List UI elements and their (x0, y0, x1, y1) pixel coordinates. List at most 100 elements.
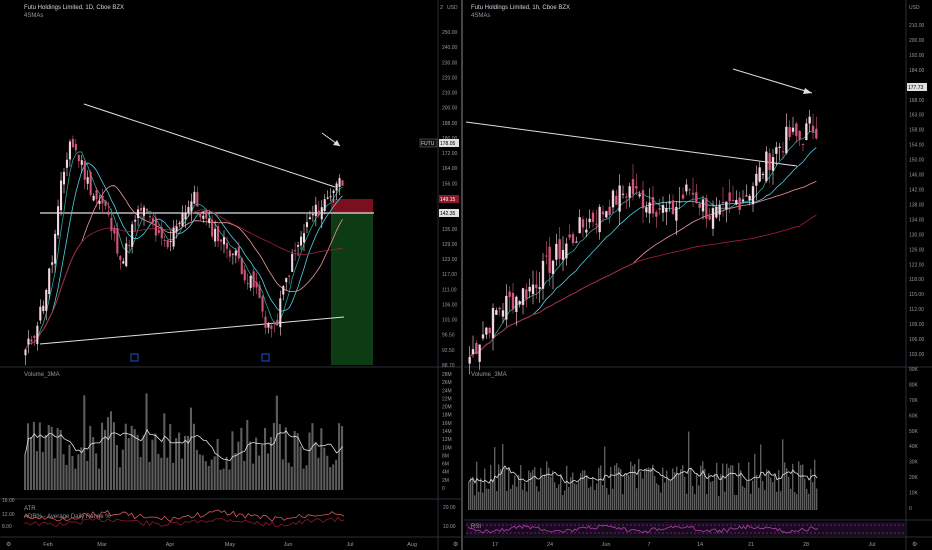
candle-body (548, 246, 551, 273)
left-volume-axis[interactable]: 28M 26M 24M 22M 20M 18M 16M 14M 12M 10M 8M 6M 4M 2M 0 (442, 372, 452, 492)
candle-body (264, 316, 267, 328)
candle-body (119, 255, 122, 261)
candle-body (249, 275, 252, 288)
breakout-arrow[interactable] (321, 132, 341, 147)
tick-label: 10M (442, 445, 452, 451)
left-symbol-tag: FUTU (419, 138, 438, 148)
tick-label: 250.00 (442, 30, 458, 36)
volume-bar (269, 437, 272, 490)
volume-bar (690, 468, 692, 510)
volume-bar (696, 473, 698, 510)
volume-bar (498, 464, 500, 510)
right-settings-icon[interactable]: ⚙ (453, 541, 458, 548)
volume-bar (130, 425, 133, 490)
volume-bar (722, 463, 724, 510)
left-time-axis[interactable]: Feb Mar Apr May Jun Jul Aug (43, 542, 417, 548)
tick-label: 96.50 (442, 333, 455, 339)
settings-icon[interactable]: ⚙ (6, 541, 11, 548)
candle-body (329, 196, 332, 198)
lower-trendline[interactable] (39, 316, 345, 345)
volume-bar (800, 465, 802, 510)
volume-ma-line (468, 465, 818, 484)
volume-bar (596, 483, 598, 510)
sma-line (25, 209, 343, 350)
volume-bar (56, 428, 59, 490)
volume-bar (95, 453, 98, 490)
volume-bar (35, 451, 38, 490)
candle-body (578, 217, 581, 234)
volume-bar (296, 433, 299, 490)
volume-bar (590, 486, 592, 510)
volume-bar (520, 465, 522, 510)
volume-bar (261, 444, 264, 490)
volume-bar (139, 457, 142, 490)
volume-bar (816, 488, 818, 510)
left-price-axis[interactable]: 250.00 240.00 230.00 220.00 210.00 200.00 188.… (442, 30, 458, 369)
candle-body (128, 245, 131, 247)
volume-bar (524, 482, 526, 510)
candle-body (166, 240, 169, 248)
volume-bar (201, 455, 204, 490)
candle-body (581, 219, 585, 228)
volume-bar (812, 482, 814, 510)
volume-bar (192, 423, 195, 490)
candle-body (635, 186, 638, 189)
volume-bar (794, 492, 796, 510)
right-volume-axis[interactable]: 90K 80K 70K 60K 50K 40K 30K 20K 10K 0 (909, 367, 919, 512)
earnings-icon[interactable] (130, 353, 139, 362)
right-trend-arrow[interactable] (732, 68, 813, 94)
candle-body (95, 189, 98, 200)
candle-body (169, 241, 172, 243)
upper-trendline[interactable] (83, 103, 336, 188)
candle-body (305, 222, 308, 228)
volume-bar (178, 432, 181, 490)
candle-body (172, 227, 175, 247)
svg-text:FUTU: FUTU (421, 141, 435, 147)
earnings-icon[interactable] (261, 353, 270, 362)
adr-label: ADR% - Average Daily Range % (24, 514, 111, 520)
right-axis-settings-icon[interactable]: ⚙ (912, 541, 917, 548)
atr-line (23, 509, 345, 523)
candle-body (801, 143, 805, 145)
candle-body (745, 195, 748, 197)
candle-body (163, 239, 166, 241)
candle-body (234, 250, 237, 256)
left-corner-value-16: 16.00 (2, 498, 15, 504)
volume-bar (746, 481, 748, 510)
candle-body (618, 185, 621, 212)
volume-bar (496, 491, 498, 510)
candle-body (323, 199, 326, 211)
left-usd-label: USD (447, 5, 458, 11)
right-trendline[interactable] (465, 121, 798, 167)
volume-bar (98, 468, 101, 490)
candle-body (225, 242, 228, 249)
candle-body (761, 173, 765, 175)
tick-label: 123.00 (442, 257, 458, 263)
stop-loss-zone[interactable] (331, 199, 373, 213)
candle-body (92, 195, 95, 201)
volume-bar (109, 411, 112, 490)
date-tick: Feb (43, 542, 52, 548)
candle-body (208, 218, 211, 224)
tick-label: 200.00 (909, 38, 925, 44)
tick-label: 146.00 (909, 173, 925, 179)
volume-bar (225, 456, 228, 490)
candle-body (187, 207, 190, 213)
volume-bar (724, 491, 726, 510)
right-time-axis[interactable]: 17 24 Jun 7 14 21 28 Jul (492, 542, 876, 548)
volume-bar (163, 413, 166, 490)
candle-body (731, 200, 735, 202)
volume-bar (714, 473, 716, 510)
candle-body (518, 301, 521, 305)
volume-bar (92, 437, 95, 490)
volume-bar (323, 447, 326, 490)
right-chart-pane: Futu Holdings Limited, 1h, Cboe BZX 4SMA… (453, 0, 932, 550)
right-price-axis[interactable]: 210.00200.00192.00184.00176.00168.00163.… (909, 23, 925, 358)
volume-bar (810, 469, 812, 510)
atr-tick-10: 10.00 (443, 524, 456, 530)
profit-target-zone[interactable] (331, 213, 373, 365)
candle-body (89, 172, 92, 195)
candle-body (222, 237, 226, 245)
volume-bar (756, 474, 758, 510)
left-entry-price-label: 142.35 (439, 209, 459, 217)
